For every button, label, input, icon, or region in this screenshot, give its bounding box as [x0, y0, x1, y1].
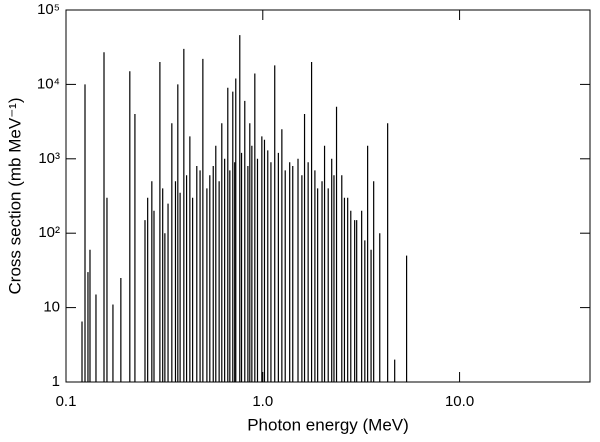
- y-tick-label: 10²: [38, 224, 60, 241]
- y-tick-label: 10³: [38, 150, 60, 167]
- y-tick-label: 1: [52, 373, 60, 390]
- x-axis-title: Photon energy (MeV): [247, 415, 409, 434]
- y-tick-label: 10⁵: [37, 1, 60, 18]
- y-tick-label: 10⁴: [37, 75, 60, 92]
- x-tick-label: 1.0: [252, 393, 273, 410]
- x-tick-label: 0.1: [56, 393, 77, 410]
- x-tick-label: 10.0: [445, 393, 474, 410]
- y-tick-label: 10: [43, 299, 60, 316]
- y-axis-title: Cross section (mb MeV⁻¹): [5, 98, 24, 295]
